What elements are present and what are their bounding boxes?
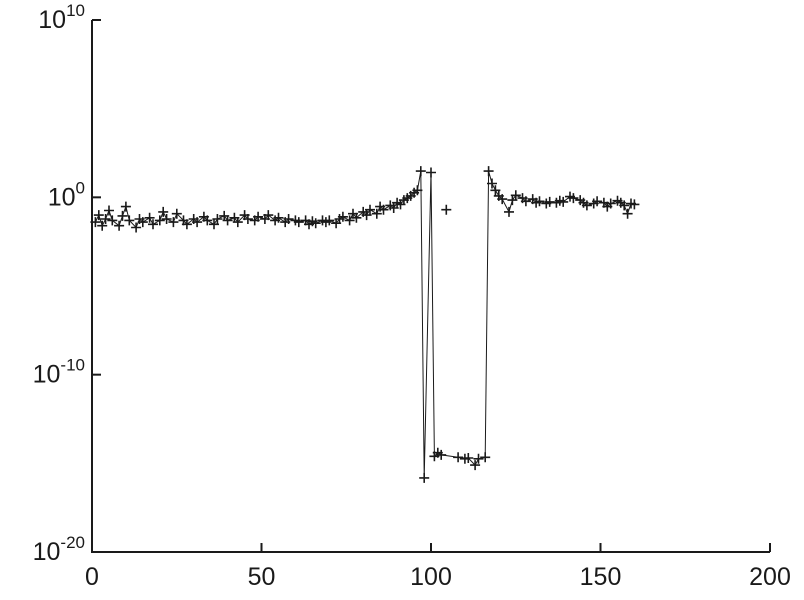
y-tick-label: 1010 [38, 1, 85, 34]
y-tick-label: 10-10 [33, 356, 85, 389]
plus-markers [90, 166, 640, 483]
x-tick-label: 50 [248, 563, 276, 591]
y-tick-label: 10-20 [33, 533, 85, 566]
x-tick-label: 150 [580, 563, 622, 591]
axes [91, 20, 770, 553]
x-tick-label: 200 [749, 563, 791, 591]
x-tick-label: 100 [410, 563, 452, 591]
y-tick-label: 100 [48, 178, 85, 211]
x-tick-label: 0 [85, 563, 99, 591]
